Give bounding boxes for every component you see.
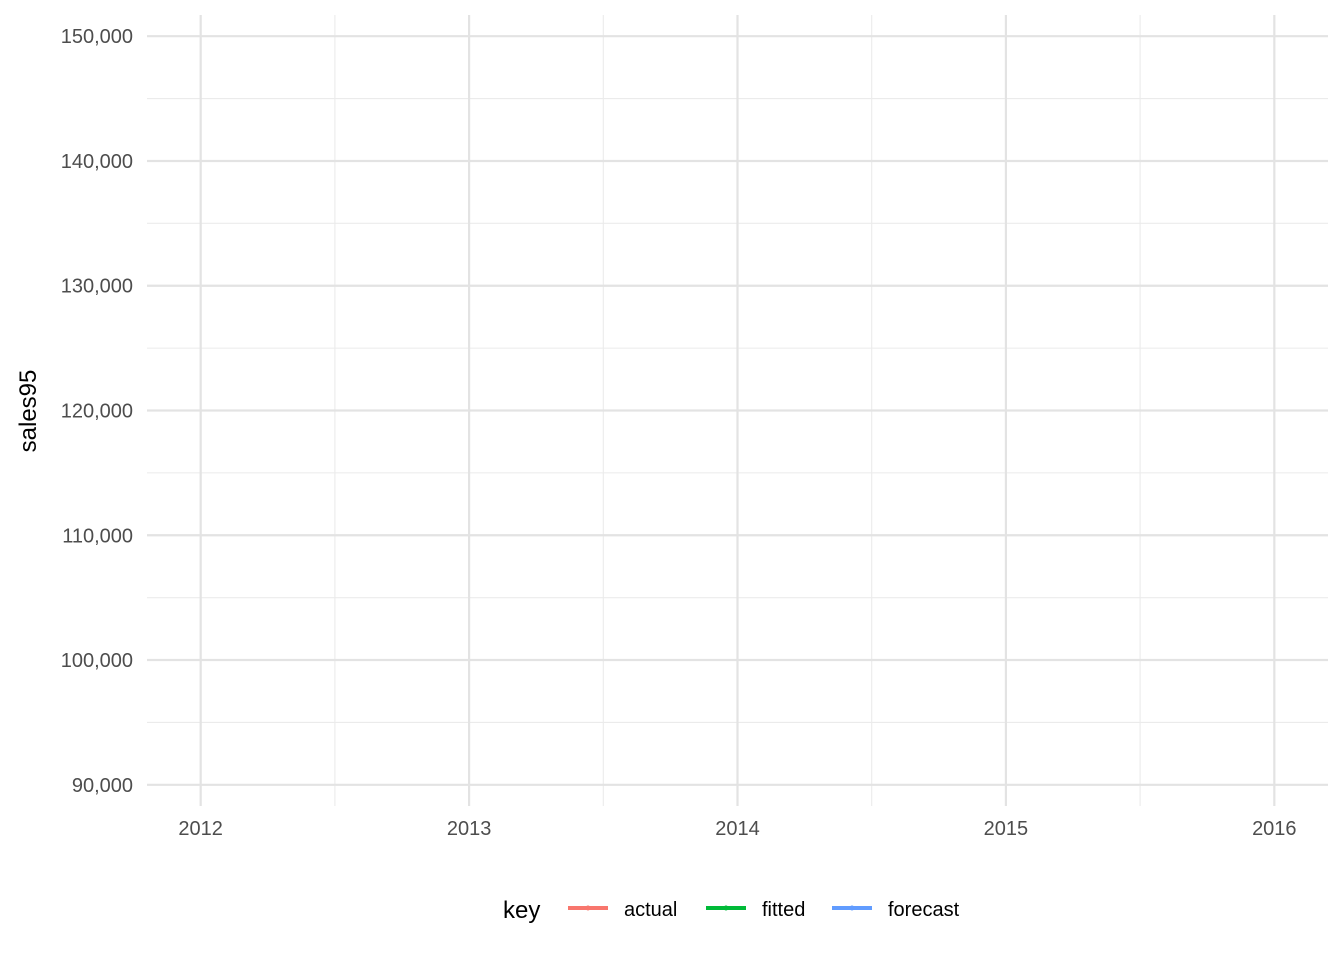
legend-entry-fitted: fitted [706, 899, 805, 921]
x-tick-label-1: 2013 [447, 818, 492, 840]
legend: key actual fitted forecast [503, 897, 960, 924]
legend-entry-forecast: forecast [832, 899, 960, 921]
x-tick-label-0: 2012 [178, 818, 223, 840]
y-tick-label-2: 110,000 [62, 525, 133, 547]
y-tick-label-1: 100,000 [61, 650, 133, 672]
y-tick-label-3: 120,000 [61, 401, 133, 423]
y-tick-label-0: 90,000 [72, 775, 133, 797]
x-tick-label-3: 2015 [984, 818, 1029, 840]
y-tick-label-5: 140,000 [61, 151, 133, 173]
legend-label-actual: actual [624, 899, 677, 921]
legend-key-point-fitted [723, 905, 729, 911]
y-tick-label-4: 130,000 [61, 276, 133, 298]
legend-entry-actual: actual [568, 899, 677, 921]
legend-key-point-actual [585, 905, 591, 911]
x-tick-label-4: 2016 [1252, 818, 1297, 840]
x-tick-labels: 2012 2013 2014 2015 2016 [178, 818, 1296, 840]
y-tick-labels: 90,000 100,000 110,000 120,000 130,000 140,00… [61, 26, 133, 797]
grid-major [147, 15, 1328, 806]
legend-label-fitted: fitted [762, 899, 805, 921]
x-tick-label-2: 2014 [715, 818, 760, 840]
legend-label-forecast: forecast [888, 899, 960, 921]
y-tick-label-6: 150,000 [61, 26, 133, 48]
plot-panel [147, 15, 1328, 806]
y-axis-title: sales95 [15, 370, 42, 453]
legend-key-point-forecast [849, 905, 855, 911]
legend-entries: actual fitted forecast [568, 899, 960, 921]
legend-title: key [503, 897, 540, 924]
